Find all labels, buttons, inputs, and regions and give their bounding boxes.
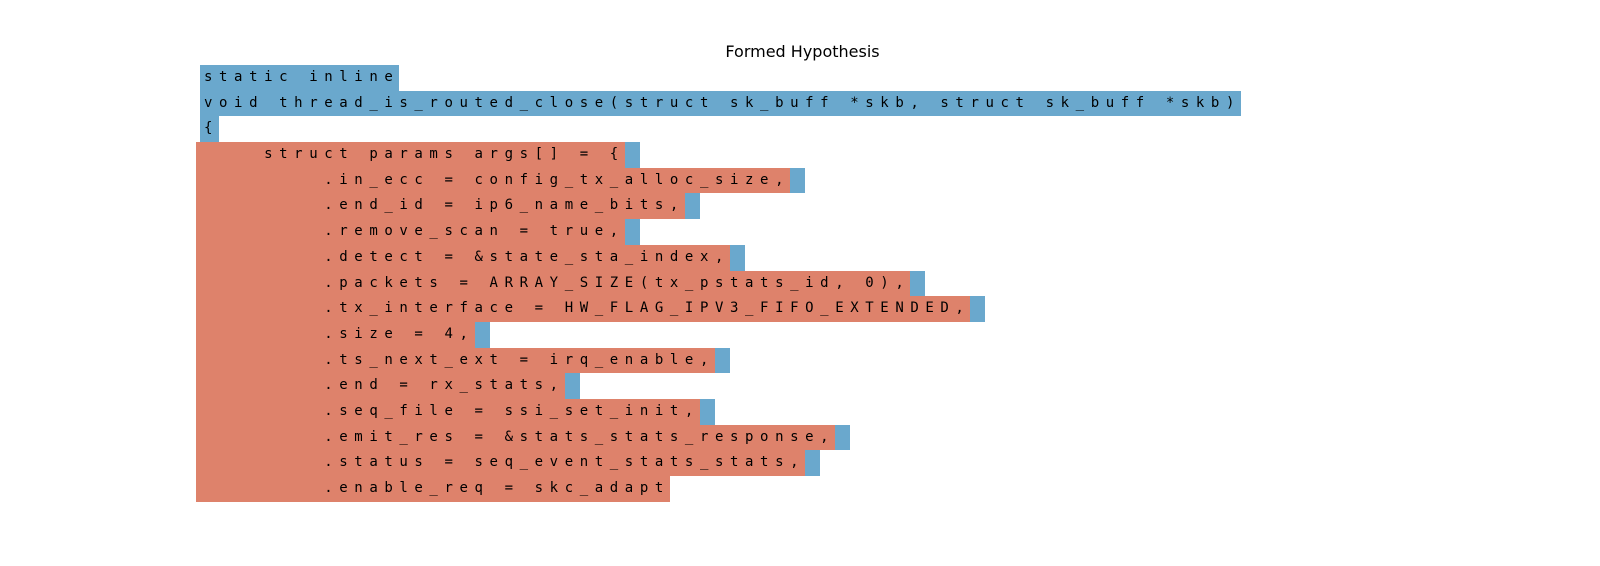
code-line: struct params args[] = { <box>196 142 1241 168</box>
code-line: .seq_file = ssi_set_init, <box>196 398 1241 425</box>
code-line: .ts_next_ext = irq_enable, <box>196 347 1241 374</box>
context-token-segment: void thread_is_routed_close(struct sk_bu… <box>200 90 1241 117</box>
code-line: .remove_scan = true, <box>196 219 1241 245</box>
hypothesis-token-segment: .ts_next_ext = irq_enable, <box>196 347 715 374</box>
code-line: .size = 4, <box>196 321 1241 348</box>
hypothesis-token-segment: .enable_req = skc_adapt <box>196 476 670 502</box>
code-block: static inline void thread_is_routed_close… <box>196 65 1241 502</box>
newline-token-marker <box>835 424 851 451</box>
code-line: .end_id = ip6_name_bits, <box>196 193 1241 220</box>
context-token-segment: static inline <box>200 65 400 91</box>
hypothesis-token-segment: .seq_file = ssi_set_init, <box>196 398 700 425</box>
hypothesis-token-segment: .end = rx_stats, <box>196 373 565 399</box>
hypothesis-token-segment: .in_ecc = config_tx_alloc_size, <box>196 167 791 194</box>
code-line: .status = seq_event_stats_stats, <box>196 450 1241 476</box>
newline-token-marker <box>790 167 806 194</box>
hypothesis-token-segment: .size = 4, <box>196 321 475 348</box>
hypothesis-token-segment: .detect = &state_sta_index, <box>196 244 731 271</box>
code-line: .end = rx_stats, <box>196 373 1241 399</box>
newline-token-marker <box>624 219 640 245</box>
hypothesis-token-segment: .status = seq_event_stats_stats, <box>196 450 806 476</box>
code-line: .in_ecc = config_tx_alloc_size, <box>196 167 1241 194</box>
code-line: .packets = ARRAY_SIZE(tx_pstats_id, 0), <box>196 270 1241 297</box>
newline-token-marker <box>699 398 715 425</box>
code-line: .emit_res = &stats_stats_response, <box>196 424 1241 451</box>
newline-token-marker <box>970 296 986 322</box>
hypothesis-token-segment: .end_id = ip6_name_bits, <box>196 193 685 220</box>
newline-token-marker <box>684 193 700 220</box>
newline-token-marker <box>714 347 730 374</box>
hypothesis-token-segment: struct params args[] = { <box>196 142 625 168</box>
hypothesis-token-segment: .remove_scan = true, <box>196 219 625 245</box>
hypothesis-token-segment: .tx_interface = HW_FLAG_IPV3_FIFO_EXTEND… <box>196 296 971 322</box>
context-token-segment: { <box>200 116 220 143</box>
code-line: .enable_req = skc_adapt <box>196 476 1241 502</box>
code-line: void thread_is_routed_close(struct sk_bu… <box>200 90 1241 117</box>
code-line: { <box>200 116 1241 143</box>
newline-token-marker <box>805 450 821 476</box>
newline-token-marker <box>474 321 490 348</box>
code-line: static inline <box>200 65 1241 91</box>
newline-token-marker <box>910 270 926 297</box>
newline-token-marker <box>624 142 640 168</box>
code-line: .tx_interface = HW_FLAG_IPV3_FIFO_EXTEND… <box>196 296 1241 322</box>
hypothesis-token-segment: .emit_res = &stats_stats_response, <box>196 424 836 451</box>
code-line: .detect = &state_sta_index, <box>196 244 1241 271</box>
newline-token-marker <box>730 244 746 271</box>
hypothesis-token-segment: .packets = ARRAY_SIZE(tx_pstats_id, 0), <box>196 270 911 297</box>
figure-title: Formed Hypothesis <box>725 42 880 61</box>
newline-token-marker <box>564 373 580 399</box>
